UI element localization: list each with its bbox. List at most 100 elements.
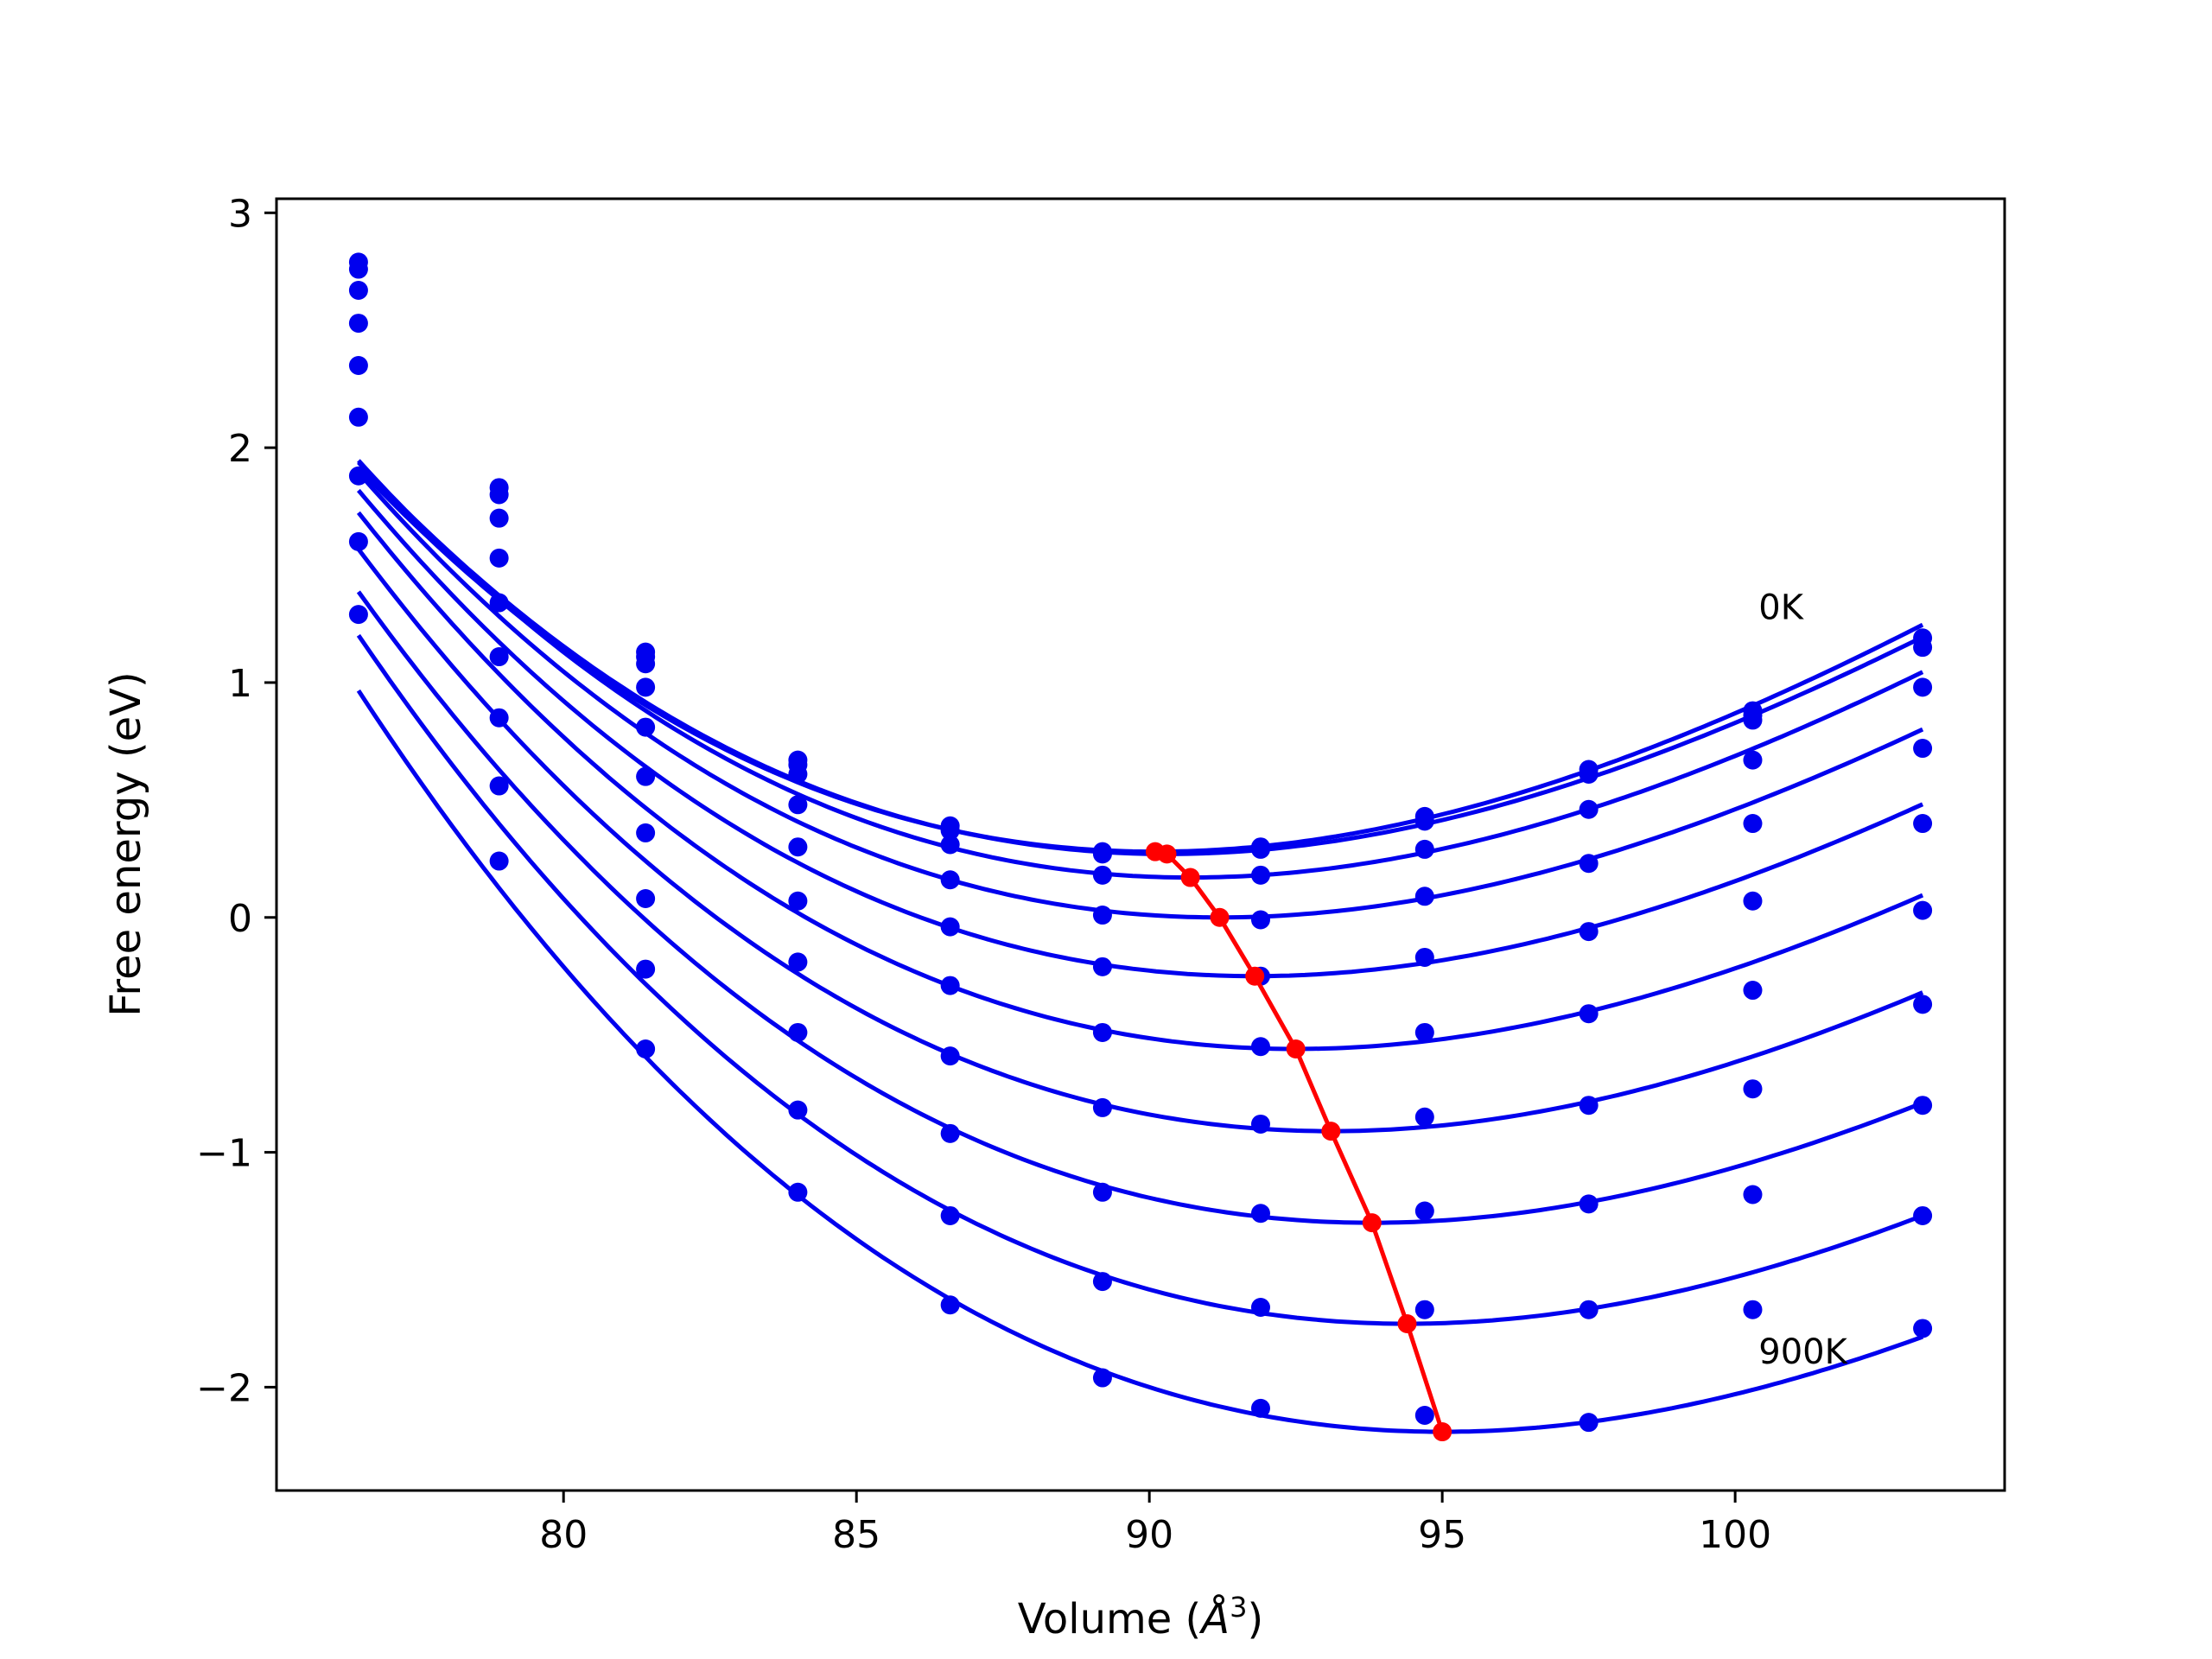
fit-curve-4 bbox=[357, 471, 1924, 920]
minimum-point bbox=[1397, 1314, 1417, 1334]
data-point bbox=[348, 259, 368, 279]
data-point bbox=[1743, 1300, 1763, 1319]
minimum-point bbox=[1433, 1422, 1452, 1442]
data-point bbox=[1092, 1272, 1112, 1292]
data-point bbox=[489, 776, 509, 796]
data-point bbox=[636, 1039, 656, 1058]
data-point bbox=[1579, 1413, 1599, 1433]
x-tick-label: 100 bbox=[1699, 1513, 1771, 1557]
data-point bbox=[348, 407, 368, 427]
y-tick-label: −2 bbox=[196, 1366, 252, 1410]
y-axis: −2 −1 0 1 2 3 bbox=[196, 192, 276, 1410]
data-point bbox=[940, 1205, 960, 1225]
x-tick-label: 95 bbox=[1418, 1513, 1466, 1557]
data-point bbox=[1579, 1096, 1599, 1116]
data-point bbox=[940, 917, 960, 937]
data-point bbox=[940, 821, 960, 841]
data-point bbox=[1250, 1037, 1270, 1057]
data-point bbox=[489, 647, 509, 667]
data-point bbox=[788, 1100, 808, 1120]
temperature-label: 900K bbox=[1758, 1332, 1848, 1372]
data-point bbox=[1913, 1205, 1933, 1225]
minimum-point bbox=[1180, 868, 1200, 887]
data-point bbox=[1414, 839, 1434, 859]
data-point bbox=[788, 1182, 808, 1202]
data-point bbox=[1743, 891, 1763, 911]
fit-curve-3 bbox=[357, 459, 1924, 880]
data-point bbox=[636, 959, 656, 979]
data-point bbox=[1579, 799, 1599, 819]
data-point bbox=[788, 764, 808, 784]
data-point bbox=[1250, 839, 1270, 859]
data-point bbox=[1743, 814, 1763, 834]
data-point bbox=[1250, 910, 1270, 930]
data-point bbox=[940, 835, 960, 855]
temperature-label: 0K bbox=[1758, 588, 1804, 628]
data-point bbox=[348, 466, 368, 486]
data-point bbox=[348, 605, 368, 625]
data-point bbox=[348, 531, 368, 551]
data-point bbox=[1743, 981, 1763, 1001]
data-point bbox=[636, 717, 656, 737]
data-point bbox=[1092, 957, 1112, 976]
data-point bbox=[788, 952, 808, 972]
data-point bbox=[1579, 922, 1599, 942]
data-point bbox=[788, 795, 808, 815]
data-point bbox=[489, 593, 509, 613]
data-point bbox=[636, 677, 656, 697]
data-point bbox=[788, 837, 808, 857]
data-point bbox=[788, 1022, 808, 1042]
y-tick-label: −1 bbox=[196, 1132, 252, 1176]
data-point bbox=[489, 485, 509, 505]
minimum-point bbox=[1245, 966, 1265, 986]
minimum-point bbox=[1321, 1122, 1341, 1141]
x-tick-label: 80 bbox=[539, 1513, 588, 1557]
x-axis-title: Volume (Å3) bbox=[1018, 1591, 1263, 1643]
annotations: 0K 900K bbox=[1758, 588, 1848, 1373]
axes-frame bbox=[275, 197, 2006, 1492]
data-point bbox=[940, 870, 960, 890]
data-point bbox=[1743, 1079, 1763, 1099]
data-point bbox=[788, 891, 808, 911]
fit-curve-2 bbox=[357, 461, 1924, 856]
y-tick-label: 2 bbox=[228, 427, 252, 471]
fit-curve-9 bbox=[356, 633, 1923, 1326]
y-tick-label: 1 bbox=[228, 662, 252, 706]
data-point bbox=[1913, 1096, 1933, 1116]
data-point bbox=[1913, 995, 1933, 1014]
data-point bbox=[489, 851, 509, 871]
data-point bbox=[1250, 1297, 1270, 1317]
x-tick-label: 85 bbox=[832, 1513, 880, 1557]
fit-curve-5 bbox=[356, 488, 1924, 979]
data-point bbox=[1743, 750, 1763, 770]
data-point bbox=[1414, 1406, 1434, 1426]
minimum-point bbox=[1157, 844, 1177, 864]
data-point bbox=[1414, 1201, 1434, 1221]
x-axis: 80 85 90 95 100 bbox=[539, 1491, 1771, 1557]
data-point bbox=[1743, 1185, 1763, 1205]
fit-curve-10 bbox=[356, 689, 1923, 1434]
data-point bbox=[1250, 1204, 1270, 1224]
data-point bbox=[1092, 1022, 1112, 1042]
data-point bbox=[1092, 1368, 1112, 1388]
data-point bbox=[1913, 814, 1933, 834]
data-point bbox=[1743, 710, 1763, 730]
data-point bbox=[489, 548, 509, 568]
data-point bbox=[940, 1046, 960, 1066]
data-point bbox=[636, 823, 656, 842]
data-point bbox=[1250, 865, 1270, 885]
fit-curve-8 bbox=[356, 590, 1923, 1225]
data-point bbox=[1579, 1194, 1599, 1214]
minimum-point bbox=[1210, 907, 1230, 927]
data-point bbox=[1913, 677, 1933, 697]
data-point bbox=[1579, 1004, 1599, 1024]
x-tick-label: 90 bbox=[1125, 1513, 1173, 1557]
data-point bbox=[636, 654, 656, 674]
data-point bbox=[1414, 1022, 1434, 1042]
data-point bbox=[1092, 906, 1112, 925]
data-point bbox=[1250, 1398, 1270, 1418]
fit-curve-6 bbox=[356, 511, 1924, 1052]
data-point bbox=[940, 1295, 960, 1315]
